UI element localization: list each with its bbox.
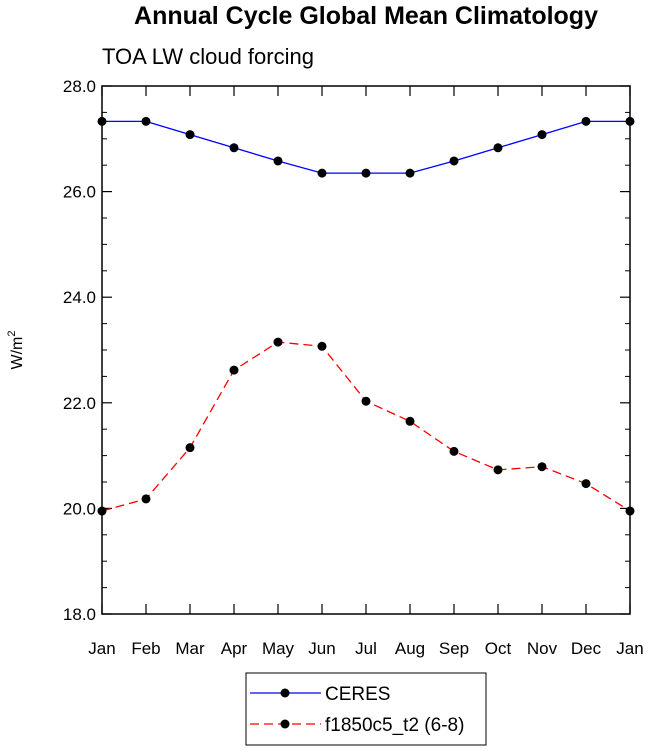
data-point-model — [449, 446, 459, 456]
x-tick-label: Mar — [175, 639, 205, 658]
data-point-model — [493, 465, 503, 475]
data-point-ceres — [625, 116, 635, 126]
x-tick-label: Jul — [355, 639, 377, 658]
x-tick-label: Aug — [395, 639, 425, 658]
data-point-model — [229, 365, 239, 375]
legend-label-ceres: CERES — [325, 684, 390, 705]
x-tick-label: Sep — [439, 639, 469, 658]
data-point-model — [185, 443, 195, 453]
data-point-ceres — [361, 168, 371, 178]
legend-box — [245, 672, 487, 746]
x-tick-label: Dec — [571, 639, 602, 658]
legend-marker-model — [280, 719, 290, 729]
tick-marks — [101, 85, 631, 615]
data-point-ceres — [493, 143, 503, 153]
data-point-model — [97, 506, 107, 516]
data-point-model — [625, 506, 635, 516]
y-tick-label: 22.0 — [63, 394, 96, 413]
x-tick-label: Nov — [527, 639, 558, 658]
data-point-ceres — [141, 116, 151, 126]
data-point-model — [361, 396, 371, 406]
y-tick-label: 24.0 — [63, 288, 96, 307]
series-line-model — [101, 341, 631, 512]
x-tick-label: Apr — [221, 639, 248, 658]
y-axis-label-unit: W/m — [9, 337, 26, 370]
x-tick-label: Oct — [485, 639, 512, 658]
series-layer — [97, 116, 635, 516]
x-tick-label: Jun — [308, 639, 335, 658]
y-tick-labels: 18.0 20.0 22.0 24.0 26.0 28.0 — [63, 77, 96, 624]
series-line-ceres — [102, 120, 630, 174]
chart-title: Annual Cycle Global Mean Climatology — [134, 2, 598, 30]
x-tick-label: Jan — [88, 639, 115, 658]
data-point-ceres — [185, 130, 195, 140]
data-point-ceres — [229, 143, 239, 153]
data-point-model — [273, 337, 283, 347]
data-point-ceres — [317, 168, 327, 178]
x-tick-label: Jan — [616, 639, 643, 658]
data-point-ceres — [405, 168, 415, 178]
legend-label-model: f1850c5_t2 (6-8) — [325, 715, 464, 736]
data-point-model — [317, 341, 327, 351]
y-tick-label: 28.0 — [63, 77, 96, 96]
data-point-ceres — [581, 116, 591, 126]
data-point-model — [581, 479, 591, 489]
plot-frame — [101, 85, 631, 615]
chart-subtitle: TOA LW cloud forcing — [102, 44, 314, 69]
data-point-ceres — [97, 116, 107, 126]
x-tick-labels: Jan Feb Mar Apr May Jun Jul Aug Sep Oct Nov Dec Jan — [88, 639, 643, 658]
x-tick-label: Feb — [131, 639, 160, 658]
y-tick-label: 26.0 — [63, 183, 96, 202]
data-point-ceres — [537, 130, 547, 140]
data-point-ceres — [449, 156, 459, 166]
data-point-model — [141, 494, 151, 504]
y-axis-label: W/m2 — [6, 331, 26, 370]
y-tick-label: 20.0 — [63, 499, 96, 518]
y-tick-label: 18.0 — [63, 605, 96, 624]
data-point-model — [537, 462, 547, 472]
x-tick-label: May — [262, 639, 295, 658]
y-axis-label-superscript: 2 — [6, 331, 18, 337]
data-point-ceres — [273, 156, 283, 166]
legend: CERES f1850c5_t2 (6-8) — [245, 672, 487, 746]
legend-marker-ceres — [280, 688, 290, 698]
data-point-model — [405, 416, 415, 426]
